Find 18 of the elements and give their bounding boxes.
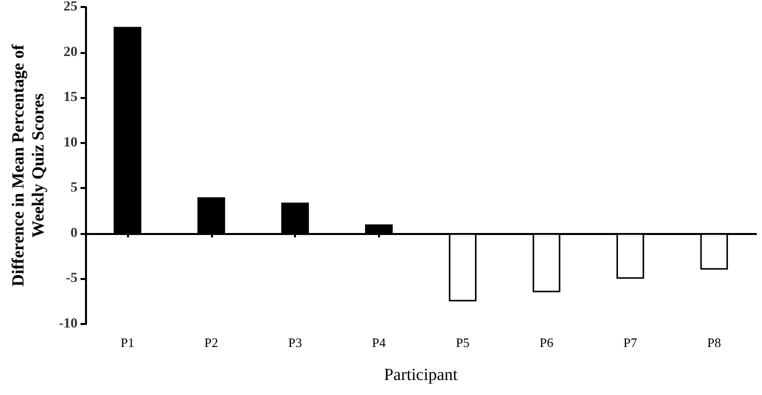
x-axis-title: Participant	[384, 365, 458, 384]
y-tick-label: 5	[70, 180, 78, 196]
y-tick-label: 20	[64, 44, 78, 60]
y-tick-label: 15	[64, 90, 78, 106]
x-tick-label: P3	[288, 335, 302, 350]
x-tick-label: P1	[120, 335, 134, 350]
x-tick-label: P5	[456, 335, 470, 350]
y-tick-label: 0	[70, 226, 78, 241]
x-tick-label: P2	[204, 335, 218, 350]
x-tick-label: P8	[707, 335, 721, 350]
x-tick-label: P7	[623, 335, 638, 350]
y-tick-label: 25	[64, 0, 78, 14]
x-tick-label: P6	[540, 335, 554, 350]
y-tick-label: -5	[66, 271, 78, 286]
y-axis-title: Difference in Mean Percentage of Weekly Quiz Scores	[8, 44, 48, 287]
y-tick-label: -10	[58, 316, 78, 332]
y-tick-label: 10	[64, 135, 78, 150]
x-tick-label: P4	[372, 335, 386, 350]
